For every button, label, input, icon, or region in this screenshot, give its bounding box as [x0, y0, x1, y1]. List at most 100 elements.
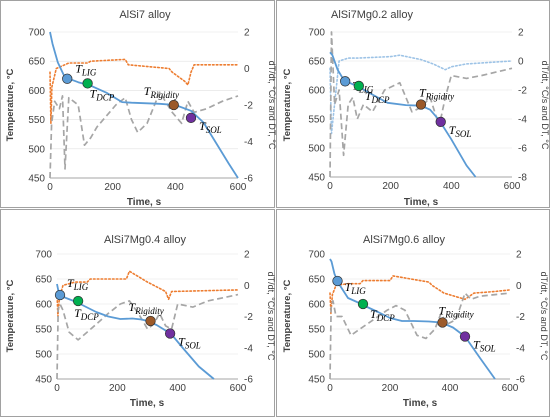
y2-tick-label: 2	[518, 28, 524, 39]
y-tick-label: 550	[28, 115, 45, 126]
plot-area	[50, 32, 238, 178]
y2-tick-label: -4	[516, 343, 525, 354]
x-axis-label: Time, s	[130, 398, 165, 409]
y-tick-label: 450	[308, 173, 325, 184]
y-tick-label: 600	[35, 300, 52, 311]
marker-dcp	[72, 295, 84, 307]
y-tick-label: 450	[35, 375, 52, 386]
marker-sol	[435, 116, 446, 128]
tick-layer: 450 500 550 600 650 700 -6 -4 -2 0 2 0 200 400 600	[28, 28, 253, 194]
marker-lig	[62, 73, 73, 84]
y2-tick-label: 2	[516, 250, 522, 261]
marker-rigidity	[437, 317, 448, 328]
y-tick-label: 500	[308, 350, 325, 361]
y2-tick-label: -2	[244, 101, 253, 112]
series-line-dt-dt	[329, 54, 513, 135]
y-tick-label: 500	[35, 350, 52, 361]
y2-tick-label: -2	[518, 86, 527, 97]
marker-sol	[459, 331, 471, 342]
y2-tick-label: -4	[244, 343, 253, 354]
y2-tick-label: 0	[516, 281, 522, 292]
y-axis-label: Temperature, °C	[5, 68, 16, 141]
y-tick-label: 550	[308, 115, 325, 126]
y2-axis-label: dT/dt, °C/s and DT, °C	[266, 272, 276, 361]
chart-title: AlSi7 alloy	[119, 9, 171, 21]
y2-tick-label: -6	[244, 174, 253, 185]
series-layer	[49, 31, 239, 179]
x-tick-label: 200	[104, 182, 121, 193]
y-tick-label: 700	[308, 250, 325, 261]
y2-tick-label: -4	[518, 115, 527, 126]
y-axis-label: Temperature, °C	[282, 68, 293, 141]
x-tick-label: 0	[47, 182, 53, 193]
y2-tick-label: -6	[244, 375, 253, 386]
y2-tick-label: -4	[244, 137, 253, 148]
y2-axis-label: dT/dt, °C/s and DT, °C	[540, 61, 550, 150]
y-tick-label: 700	[35, 250, 52, 261]
x-tick-label: 400	[443, 181, 460, 192]
y2-tick-label: 2	[244, 28, 250, 39]
y-axis-label: Temperature, °C	[282, 279, 293, 352]
marker-sol	[164, 328, 176, 339]
marker-lig	[54, 289, 66, 301]
marker-dcp	[82, 78, 93, 89]
y2-tick-label: 0	[244, 281, 250, 292]
x-tick-label: 400	[167, 182, 184, 193]
y2-tick-label: -2	[244, 312, 253, 323]
x-axis-label: Time, s	[127, 197, 162, 208]
tick-layer: 450 500 550 600 650 700 -6 -4 -2 0 2 0 200 400 600	[35, 250, 253, 395]
y2-tick-label: -8	[518, 173, 527, 184]
x-axis-label: Time, s	[403, 398, 438, 409]
series-line-dt-dt	[49, 58, 239, 125]
marker-rigidity	[168, 99, 179, 111]
marker-lig	[332, 275, 343, 287]
series-line-dt	[49, 91, 239, 179]
y-tick-label: 650	[28, 57, 45, 68]
chart-title: AlSi7Mg0.6 alloy	[363, 234, 445, 246]
series-layer	[329, 31, 513, 178]
marker-sol	[185, 112, 197, 123]
y-tick-label: 450	[28, 174, 45, 185]
y2-tick-label: -6	[516, 375, 525, 386]
series-line-dt	[56, 293, 239, 380]
y2-tick-label: 2	[244, 250, 250, 261]
tick-layer: 450 500 550 600 650 700 -8 -6 -4 -2 0 2 0 200 400 600	[308, 28, 527, 193]
y-tick-label: 450	[308, 375, 325, 386]
y-tick-label: 700	[28, 28, 45, 39]
marker-rigidity	[145, 315, 156, 327]
y-tick-label: 550	[308, 325, 325, 336]
series-line-temperature	[329, 51, 477, 178]
x-axis-label: Time, s	[404, 197, 439, 208]
y2-tick-label: -2	[516, 312, 525, 323]
x-tick-label: 200	[382, 383, 399, 394]
series-line-temperature	[49, 31, 239, 179]
series-line-dt	[329, 292, 511, 380]
x-tick-label: 200	[109, 383, 126, 394]
y2-axis-label: dT/dt, °C/s and DT, °C	[267, 61, 277, 150]
marker-rigidity	[415, 99, 427, 110]
chart-title: AlSi7Mg0.4 alloy	[104, 234, 186, 246]
plot-area	[330, 254, 510, 379]
y2-tick-label: 0	[518, 57, 524, 68]
gridlines	[57, 253, 238, 355]
y-tick-label: 600	[28, 86, 45, 97]
x-tick-label: 200	[382, 181, 399, 192]
x-tick-label: 600	[502, 383, 519, 394]
marker-lig	[340, 76, 351, 87]
series-line-dt-dt	[329, 275, 511, 315]
x-tick-label: 0	[327, 181, 333, 192]
tick-layer: 450 500 550 600 650 700 -6 -4 -2 0 2 0 200 400 600	[308, 250, 525, 395]
x-tick-label: 0	[327, 383, 333, 394]
y2-tick-label: -6	[518, 144, 527, 155]
chart-title: AlSi7Mg0.2 alloy	[331, 9, 413, 21]
x-tick-label: 600	[230, 182, 247, 193]
y-tick-label: 600	[308, 86, 325, 97]
y-tick-label: 650	[308, 275, 325, 286]
y-tick-label: 600	[308, 300, 325, 311]
y2-axis-label: dT/dt, °C/s and DT, °C	[539, 272, 549, 361]
